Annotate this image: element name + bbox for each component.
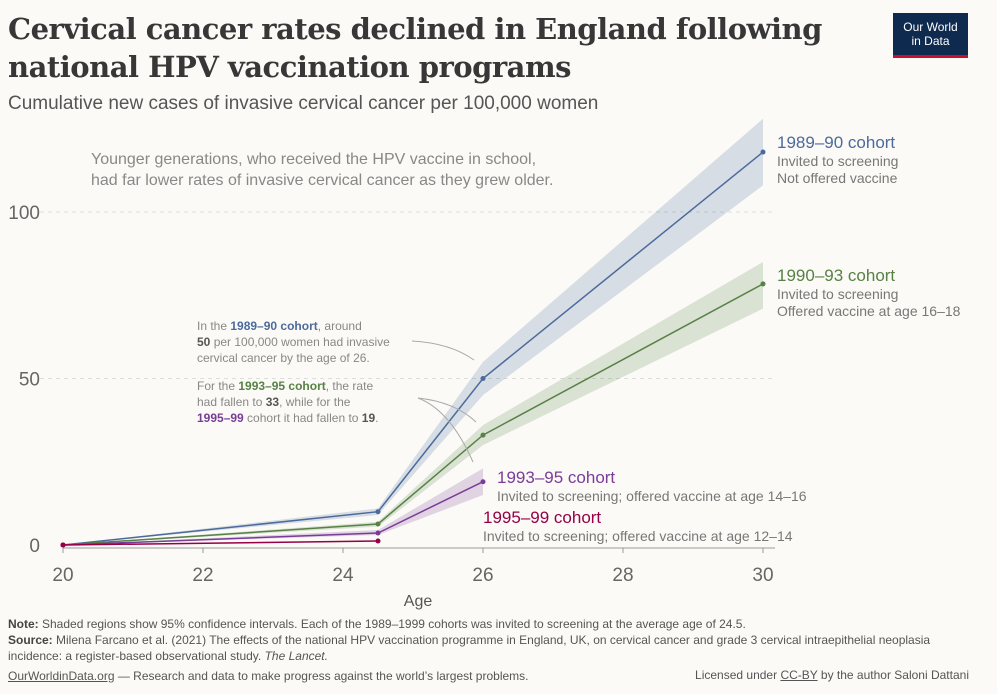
annotation-top: had far lower rates of invasive cervical… (91, 172, 553, 189)
annotation-2-part: For the (197, 379, 238, 393)
series-line (62, 151, 764, 546)
annotation-2: For the 1993–95 cohort, the rate (197, 379, 373, 393)
tagline: — Research and data to make progress aga… (114, 669, 529, 683)
data-point (375, 530, 381, 536)
data-point (375, 538, 381, 544)
annotation-2: 1995–99 cohort it had fallen to 19. (197, 411, 379, 425)
source-label: Source: (8, 633, 53, 647)
x-tick-label: 28 (612, 565, 633, 586)
annotation-2-part: 1995–99 (197, 411, 244, 425)
annotation-1-part: , around (318, 319, 362, 333)
annotation-arrow (417, 397, 477, 423)
series-desc: Invited to screening (777, 286, 898, 302)
series-label: 1989–90 cohort (777, 133, 895, 152)
annotation-2-part: 33 (266, 395, 280, 409)
note-text: Shaded regions show 95% confidence inter… (38, 617, 746, 631)
x-tick-label: 24 (332, 565, 354, 586)
annotation-2-part: 1993–95 cohort (238, 379, 325, 393)
chart-subtitle: Cumulative new cases of invasive cervica… (8, 93, 599, 114)
annotation-1: 50 per 100,000 women had invasive (197, 335, 390, 349)
annotation-2: had fallen to 33, while for the (197, 395, 351, 409)
logo-line1: Our World (903, 20, 958, 34)
annotation-2-part: had fallen to (197, 395, 266, 409)
confidence-band (63, 468, 483, 545)
note: Note: Shaded regions show 95% confidence… (8, 616, 746, 632)
annotation-arrow (411, 340, 475, 361)
series-desc: Invited to screening; offered vaccine at… (483, 528, 793, 544)
series-desc: Not offered vaccine (777, 170, 898, 186)
x-tick-label: 22 (192, 565, 213, 586)
logo-line2: in Data (911, 34, 950, 48)
annotation-2-part: , the rate (326, 379, 374, 393)
x-axis-label: Age (404, 593, 433, 610)
annotation-top: Younger generations, who received the HP… (91, 151, 536, 168)
annotation-1-part: In the (197, 319, 230, 333)
license-link[interactable]: CC-BY (780, 668, 818, 682)
series-label: 1995–99 cohort (483, 508, 601, 527)
license-post: by the author Saloni Dattani (817, 668, 969, 682)
y-tick-label: 100 (8, 203, 40, 224)
y-tick-label: 50 (19, 370, 40, 391)
annotation-2-part: 19 (362, 411, 376, 425)
series-label: 1990–93 cohort (777, 266, 895, 285)
annotation-1-part: cervical cancer by the age of 26. (197, 351, 370, 365)
annotation-2-part: , while for the (279, 395, 351, 409)
annotation-2-part: . (375, 411, 378, 425)
owid-logo[interactable]: Our World in Data (893, 13, 968, 58)
series-label: 1993–95 cohort (497, 468, 615, 487)
license-pre: Licensed under (695, 668, 781, 682)
data-point (760, 281, 766, 287)
chart-title: Cervical cancer rates declined in Englan… (8, 12, 822, 84)
series-line (62, 540, 379, 546)
data-point (760, 149, 766, 155)
annotation-1: In the 1989–90 cohort, around (197, 319, 362, 333)
series-desc: Invited to screening (777, 153, 898, 169)
data-point (375, 521, 381, 527)
source-journal: The Lancet. (264, 649, 328, 663)
annotation-1-part: 1989–90 cohort (230, 319, 317, 333)
data-point (60, 542, 66, 548)
license: Licensed under CC-BY by the author Salon… (695, 668, 969, 682)
source: Source: Milena Farcano et al. (2021) The… (8, 632, 968, 664)
series-desc: Offered vaccine at age 16–18 (777, 303, 961, 319)
source-text: Milena Farcano et al. (2021) The effects… (8, 633, 931, 663)
site-link[interactable]: OurWorldinData.org (8, 669, 115, 683)
data-point (375, 509, 381, 515)
series-desc: Invited to screening; offered vaccine at… (497, 488, 807, 504)
annotation-1-part: per 100,000 women had invasive (210, 335, 390, 349)
data-point (480, 376, 486, 381)
annotation-arrow (417, 397, 474, 463)
x-tick-label: 26 (472, 565, 493, 586)
confidence-band (63, 118, 763, 545)
annotation-1-part: 50 (197, 335, 211, 349)
footer-left: OurWorldinData.org — Research and data t… (8, 668, 529, 684)
y-tick-label: 0 (29, 536, 40, 557)
x-tick-label: 30 (752, 565, 773, 586)
data-point (480, 479, 486, 485)
x-tick-label: 20 (52, 565, 73, 586)
annotation-1: cervical cancer by the age of 26. (197, 351, 370, 365)
data-point (480, 432, 486, 438)
note-label: Note: (8, 617, 39, 631)
series-line (62, 283, 764, 546)
annotation-2-part: cohort it had fallen to (244, 411, 362, 425)
